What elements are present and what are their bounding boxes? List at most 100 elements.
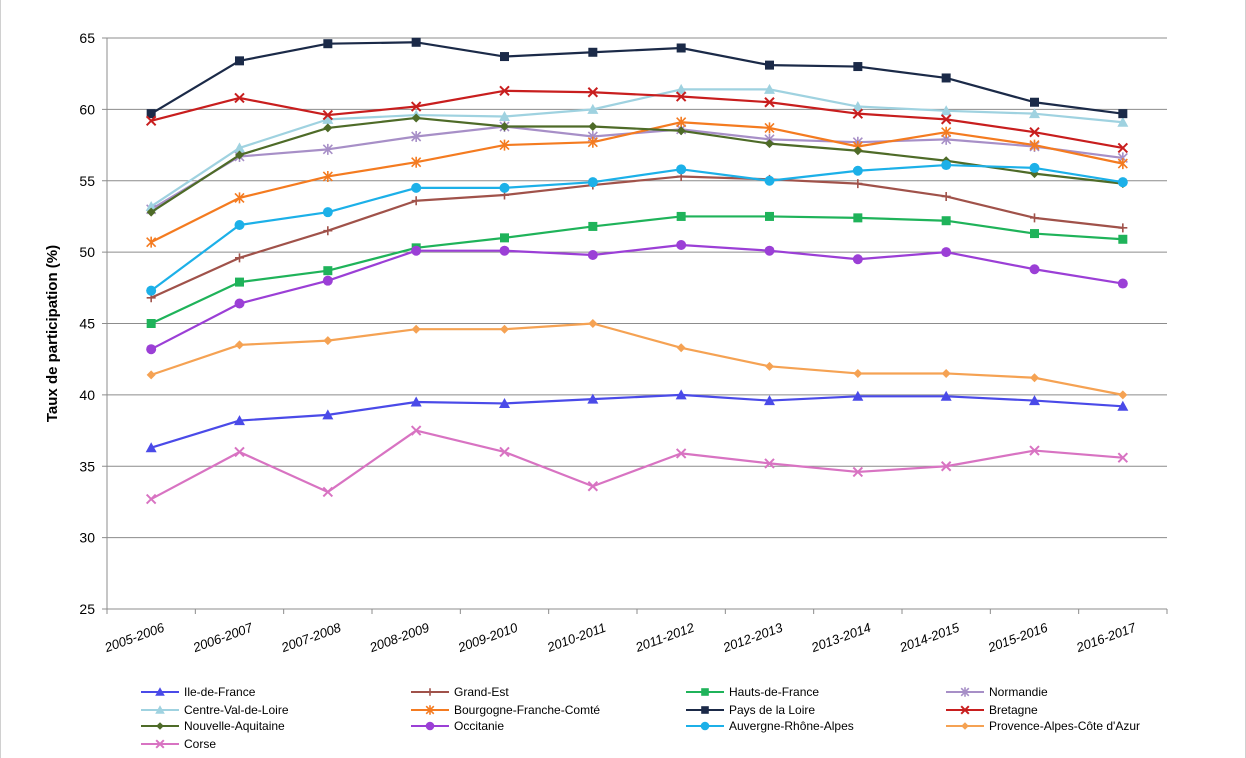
x-tick-label: 2014-2015 bbox=[897, 619, 962, 655]
series-normandie bbox=[146, 121, 1128, 215]
data-point bbox=[676, 343, 686, 353]
series-nouvelle-aquitaine bbox=[146, 113, 1128, 217]
data-point bbox=[411, 182, 422, 193]
y-tick-label: 25 bbox=[79, 601, 95, 617]
data-point bbox=[235, 56, 244, 66]
data-point bbox=[676, 211, 686, 221]
data-point bbox=[852, 390, 864, 401]
legend-item: Normandie bbox=[946, 685, 1048, 699]
data-point bbox=[411, 245, 422, 256]
x-tick-labels: 2005-2006 2006-2007 2007-2008 2008-2009 2009… bbox=[102, 619, 1139, 655]
series-occitanie bbox=[146, 239, 1128, 355]
legend-item: Nouvelle-Aquitaine bbox=[141, 719, 285, 733]
series-line bbox=[150, 215, 1123, 325]
data-point bbox=[588, 47, 598, 57]
series-line bbox=[150, 88, 1123, 208]
data-point bbox=[676, 164, 687, 175]
series-bretagne bbox=[145, 85, 1129, 154]
data-point bbox=[499, 182, 510, 193]
data-point bbox=[500, 52, 509, 62]
data-point bbox=[940, 114, 952, 125]
legend-item: Grand-Est bbox=[411, 685, 509, 699]
data-point bbox=[500, 122, 509, 132]
data-point bbox=[155, 687, 165, 696]
series-line bbox=[150, 163, 1124, 292]
legend-label: Bourgogne-Franche-Comté bbox=[454, 703, 600, 717]
series-line bbox=[150, 125, 1123, 211]
legend-label: Centre-Val-de-Loire bbox=[184, 703, 289, 717]
data-point bbox=[940, 105, 952, 116]
data-point bbox=[146, 109, 156, 119]
data-point bbox=[145, 442, 157, 453]
x-tick-label: 2009-2010 bbox=[455, 619, 520, 655]
data-point bbox=[853, 62, 863, 72]
x-tick-label: 2006-2007 bbox=[190, 619, 255, 655]
data-point bbox=[322, 409, 334, 420]
data-point bbox=[234, 298, 245, 309]
data-point bbox=[235, 253, 244, 263]
data-point bbox=[853, 213, 863, 223]
data-point bbox=[701, 688, 709, 696]
data-point bbox=[676, 43, 686, 53]
series-pays-de-la-loire bbox=[146, 37, 1128, 119]
x-tick-label: 2005-2006 bbox=[102, 619, 167, 655]
data-point bbox=[961, 722, 969, 730]
series-centre-val-de-loire bbox=[145, 83, 1129, 211]
data-point bbox=[411, 37, 421, 47]
series-line bbox=[150, 243, 1124, 351]
data-point bbox=[941, 160, 952, 171]
legend-item: Ile-de-France bbox=[141, 685, 256, 699]
data-point bbox=[587, 103, 599, 114]
data-point bbox=[322, 109, 334, 121]
data-point bbox=[145, 200, 157, 211]
y-axis-label: Taux de participation (%) bbox=[44, 245, 61, 422]
legend-label: Normandie bbox=[989, 685, 1048, 699]
data-point bbox=[234, 92, 245, 104]
data-point bbox=[146, 207, 156, 217]
y-tick-label: 45 bbox=[79, 316, 95, 332]
data-point bbox=[587, 481, 599, 492]
x-tick-label: 2010-2011 bbox=[544, 620, 608, 655]
data-point bbox=[426, 688, 434, 696]
legend-item: Corse bbox=[141, 737, 216, 751]
y-tick-label: 50 bbox=[79, 244, 95, 260]
data-point bbox=[235, 150, 244, 160]
legend-item: Auvergne-Rhône-Alpes bbox=[686, 719, 854, 733]
legend-label: Grand-Est bbox=[454, 685, 509, 699]
series-line bbox=[150, 41, 1123, 115]
data-point bbox=[587, 177, 598, 188]
legend-item: Pays de la Loire bbox=[686, 703, 815, 717]
data-point bbox=[235, 277, 244, 287]
data-point bbox=[960, 687, 970, 697]
legend-label: Bretagne bbox=[989, 703, 1038, 717]
data-point bbox=[146, 285, 157, 296]
data-point bbox=[1030, 229, 1039, 239]
series-line bbox=[150, 121, 1124, 244]
x-tick-label: 2015-2016 bbox=[985, 619, 1050, 655]
data-point bbox=[425, 705, 435, 715]
data-point bbox=[588, 221, 598, 231]
data-point bbox=[765, 211, 774, 221]
data-point bbox=[765, 361, 774, 371]
data-point bbox=[588, 319, 598, 328]
data-point bbox=[852, 101, 864, 112]
legend-item: Provence-Alpes-Côte d'Azur bbox=[946, 719, 1140, 733]
data-point bbox=[1117, 142, 1129, 154]
y-tick-label: 65 bbox=[79, 30, 95, 46]
data-point bbox=[764, 97, 775, 108]
data-point bbox=[852, 165, 863, 176]
data-point bbox=[1029, 395, 1040, 406]
data-point bbox=[853, 368, 863, 378]
data-point bbox=[322, 207, 333, 218]
series-hauts-de-france bbox=[146, 211, 1128, 328]
data-point bbox=[941, 73, 951, 83]
series-line bbox=[150, 175, 1123, 299]
data-point bbox=[146, 370, 156, 380]
y-tick-label: 55 bbox=[79, 173, 95, 189]
series-group bbox=[145, 37, 1129, 505]
data-point bbox=[764, 83, 775, 94]
data-point bbox=[1117, 278, 1128, 289]
data-point bbox=[1029, 127, 1040, 138]
data-point bbox=[323, 336, 333, 346]
